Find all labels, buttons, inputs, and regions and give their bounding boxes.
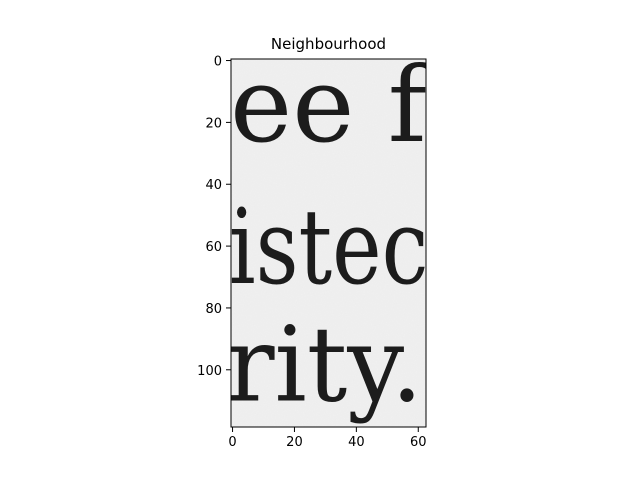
image-text-line: istec (229, 186, 429, 308)
y-tick-label: 40 (205, 178, 222, 193)
x-tick-label: 20 (286, 435, 303, 450)
x-tick-label: 40 (348, 435, 365, 450)
y-tick-label: 60 (205, 240, 222, 255)
y-tick-label: 100 (197, 364, 222, 379)
plot-frame (230, 58, 427, 428)
image-text-line: ee f (230, 44, 433, 166)
paper-texture (231, 59, 426, 427)
x-tick-label: 0 (228, 435, 236, 450)
chart-title: Neighbourhood (271, 35, 386, 53)
image-text-line: rity. (226, 304, 423, 426)
y-tick-label: 0 (214, 55, 222, 70)
y-tick-label: 80 (205, 302, 222, 317)
x-tick-label: 60 (410, 435, 427, 450)
y-tick-label: 20 (205, 116, 222, 131)
